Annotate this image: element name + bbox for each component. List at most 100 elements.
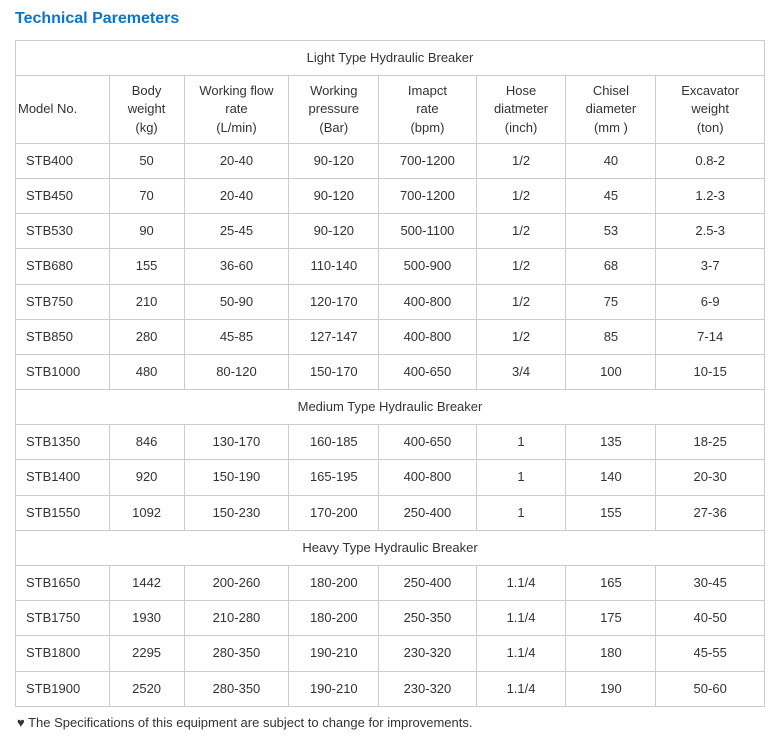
data-cell: 6-9	[656, 284, 765, 319]
model-cell: STB530	[16, 214, 110, 249]
data-cell: 80-120	[184, 354, 289, 389]
data-cell: 1.1/4	[476, 671, 566, 706]
data-cell: 230-320	[379, 636, 476, 671]
data-cell: 20-30	[656, 460, 765, 495]
data-cell: 36-60	[184, 249, 289, 284]
spec-table: Light Type Hydraulic BreakerModel No.Bod…	[15, 40, 765, 707]
data-cell: 70	[109, 178, 184, 213]
data-cell: 400-800	[379, 284, 476, 319]
data-cell: 127-147	[289, 319, 379, 354]
data-cell: 1/2	[476, 319, 566, 354]
data-cell: 3-7	[656, 249, 765, 284]
table-row: STB15501092150-230170-200250-400115527-3…	[16, 495, 765, 530]
data-cell: 480	[109, 354, 184, 389]
data-cell: 40-50	[656, 601, 765, 636]
model-cell: STB750	[16, 284, 110, 319]
data-cell: 1092	[109, 495, 184, 530]
data-cell: 53	[566, 214, 656, 249]
data-cell: 20-40	[184, 178, 289, 213]
data-cell: 0.8-2	[656, 143, 765, 178]
data-cell: 190-210	[289, 671, 379, 706]
data-cell: 400-650	[379, 354, 476, 389]
section-title: Light Type Hydraulic Breaker	[16, 41, 765, 76]
data-cell: 18-25	[656, 425, 765, 460]
column-header: Hosediatmeter(inch)	[476, 76, 566, 144]
section-header-row: Light Type Hydraulic Breaker	[16, 41, 765, 76]
model-cell: STB1800	[16, 636, 110, 671]
data-cell: 230-320	[379, 671, 476, 706]
data-cell: 50	[109, 143, 184, 178]
data-cell: 150-170	[289, 354, 379, 389]
model-cell: STB680	[16, 249, 110, 284]
data-cell: 400-650	[379, 425, 476, 460]
column-header-row: Model No.Bodyweight(kg)Working flowrate(…	[16, 76, 765, 144]
model-cell: STB450	[16, 178, 110, 213]
table-row: STB85028045-85127-147400-8001/2857-14	[16, 319, 765, 354]
data-cell: 1.2-3	[656, 178, 765, 213]
data-cell: 165-195	[289, 460, 379, 495]
table-row: STB75021050-90120-170400-8001/2756-9	[16, 284, 765, 319]
data-cell: 160-185	[289, 425, 379, 460]
data-cell: 1	[476, 425, 566, 460]
model-cell: STB1750	[16, 601, 110, 636]
data-cell: 190-210	[289, 636, 379, 671]
data-cell: 210	[109, 284, 184, 319]
data-cell: 10-15	[656, 354, 765, 389]
data-cell: 150-230	[184, 495, 289, 530]
section-title: Heavy Type Hydraulic Breaker	[16, 530, 765, 565]
table-row: STB5309025-4590-120500-11001/2532.5-3	[16, 214, 765, 249]
data-cell: 200-260	[184, 566, 289, 601]
data-cell: 90-120	[289, 178, 379, 213]
data-cell: 250-400	[379, 495, 476, 530]
column-header: Chiseldiameter(mm )	[566, 76, 656, 144]
data-cell: 170-200	[289, 495, 379, 530]
column-header: Workingpressure(Bar)	[289, 76, 379, 144]
data-cell: 75	[566, 284, 656, 319]
data-cell: 180-200	[289, 566, 379, 601]
table-row: STB1400920150-190165-195400-800114020-30	[16, 460, 765, 495]
model-cell: STB1550	[16, 495, 110, 530]
data-cell: 1.1/4	[476, 636, 566, 671]
table-row: STB16501442200-260180-200250-4001.1/4165…	[16, 566, 765, 601]
table-row: STB100048080-120150-170400-6503/410010-1…	[16, 354, 765, 389]
data-cell: 1/2	[476, 284, 566, 319]
data-cell: 1/2	[476, 143, 566, 178]
column-header: Model No.	[16, 76, 110, 144]
model-cell: STB1650	[16, 566, 110, 601]
data-cell: 180	[566, 636, 656, 671]
data-cell: 130-170	[184, 425, 289, 460]
data-cell: 120-170	[289, 284, 379, 319]
data-cell: 190	[566, 671, 656, 706]
model-cell: STB850	[16, 319, 110, 354]
data-cell: 500-1100	[379, 214, 476, 249]
table-row: STB4507020-4090-120700-12001/2451.2-3	[16, 178, 765, 213]
data-cell: 68	[566, 249, 656, 284]
data-cell: 100	[566, 354, 656, 389]
data-cell: 110-140	[289, 249, 379, 284]
data-cell: 1/2	[476, 249, 566, 284]
table-row: STB4005020-4090-120700-12001/2400.8-2	[16, 143, 765, 178]
column-header: Bodyweight(kg)	[109, 76, 184, 144]
data-cell: 165	[566, 566, 656, 601]
data-cell: 45-85	[184, 319, 289, 354]
data-cell: 50-60	[656, 671, 765, 706]
data-cell: 280-350	[184, 636, 289, 671]
data-cell: 45	[566, 178, 656, 213]
model-cell: STB1350	[16, 425, 110, 460]
data-cell: 180-200	[289, 601, 379, 636]
data-cell: 135	[566, 425, 656, 460]
data-cell: 210-280	[184, 601, 289, 636]
data-cell: 250-350	[379, 601, 476, 636]
column-header: Working flowrate(L/min)	[184, 76, 289, 144]
data-cell: 500-900	[379, 249, 476, 284]
model-cell: STB1400	[16, 460, 110, 495]
table-row: STB1350846130-170160-185400-650113518-25	[16, 425, 765, 460]
table-row: STB18002295280-350190-210230-3201.1/4180…	[16, 636, 765, 671]
column-header: Excavatorweight(ton)	[656, 76, 765, 144]
data-cell: 155	[109, 249, 184, 284]
data-cell: 155	[566, 495, 656, 530]
section-header-row: Medium Type Hydraulic Breaker	[16, 390, 765, 425]
table-row: STB19002520280-350190-210230-3201.1/4190…	[16, 671, 765, 706]
data-cell: 40	[566, 143, 656, 178]
model-cell: STB1900	[16, 671, 110, 706]
